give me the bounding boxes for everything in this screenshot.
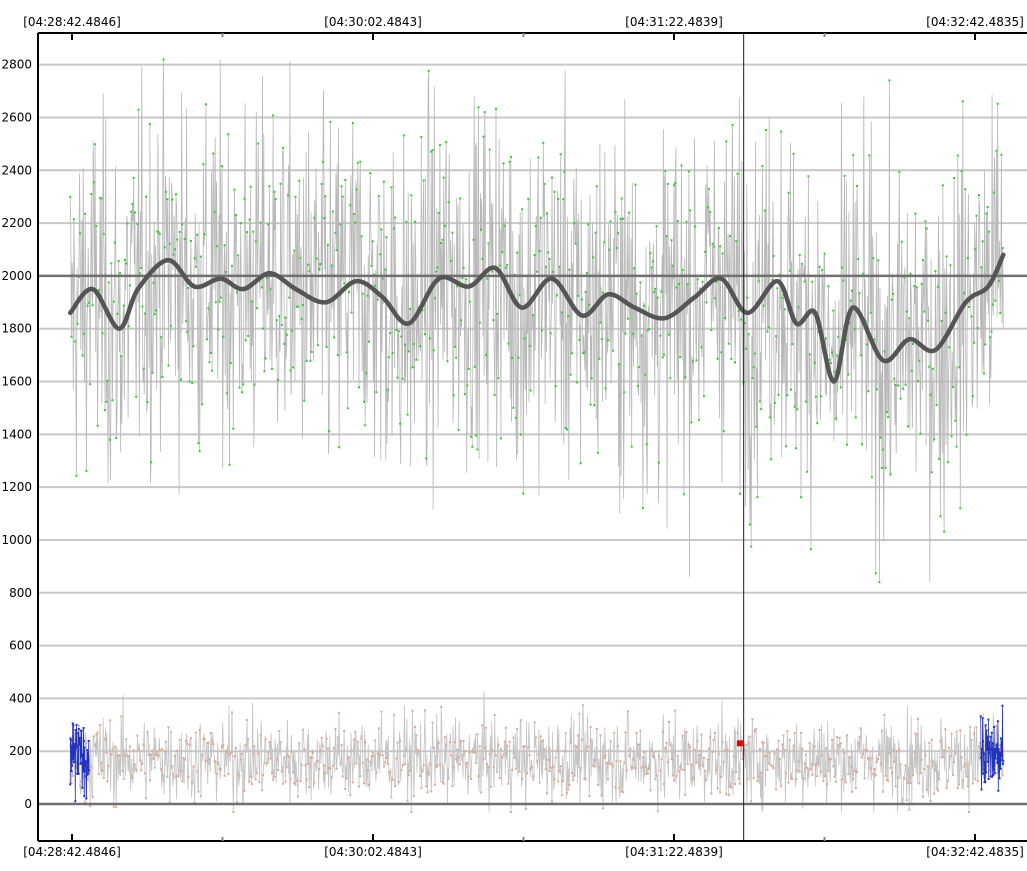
cursor-layer <box>736 33 745 841</box>
x-top-label: [04:28:42.4846] <box>23 15 121 29</box>
y-tick-label: 1000 <box>1 533 32 547</box>
smoothed-series-line <box>67 252 1006 384</box>
x-bottom-label: [04:31:22.4839] <box>625 845 723 859</box>
x-top-label: [04:31:22.4839] <box>625 15 723 29</box>
frame-layer <box>37 32 1027 842</box>
y-tick-label: 1200 <box>1 480 32 494</box>
y-tick-label: 2600 <box>1 110 32 124</box>
y-tick-label: 400 <box>9 691 32 705</box>
x-top-label: [04:30:02.4843] <box>324 15 422 29</box>
y-tick-label: 200 <box>9 744 32 758</box>
y-tick-label: 2800 <box>1 58 32 72</box>
labels-layer: 0 200 400 600 800 1000 1200 1400 1600 1800 2000 220… <box>1 15 1023 859</box>
y-tick-label: 2400 <box>1 163 32 177</box>
reference-layer <box>38 274 1027 806</box>
x-bottom-label: [04:32:42.4835] <box>926 845 1024 859</box>
y-tick-label: 800 <box>9 586 32 600</box>
y-tick-label: 0 <box>24 797 32 811</box>
x-bottom-label: [04:28:42.4846] <box>23 845 121 859</box>
y-tick-label: 1400 <box>1 427 32 441</box>
smoothed-layer <box>67 252 1006 384</box>
y-tick-label: 2000 <box>1 269 32 283</box>
lower-edge-points-1 <box>979 704 1005 792</box>
lower-edge-points-0 <box>69 722 90 803</box>
y-tick-label: 1600 <box>1 375 32 389</box>
y-tick-label: 600 <box>9 639 32 653</box>
lower-edge-series-1 <box>980 705 1004 791</box>
x-top-label: [04:32:42.4835] <box>926 15 1024 29</box>
lower-raw-layer <box>69 691 1005 813</box>
y-tick-label: 1800 <box>1 322 32 336</box>
y-tick-label: 2200 <box>1 216 32 230</box>
x-bottom-label: [04:30:02.4843] <box>324 845 422 859</box>
marker-point <box>736 740 743 747</box>
upper-raw-points <box>69 58 1004 584</box>
